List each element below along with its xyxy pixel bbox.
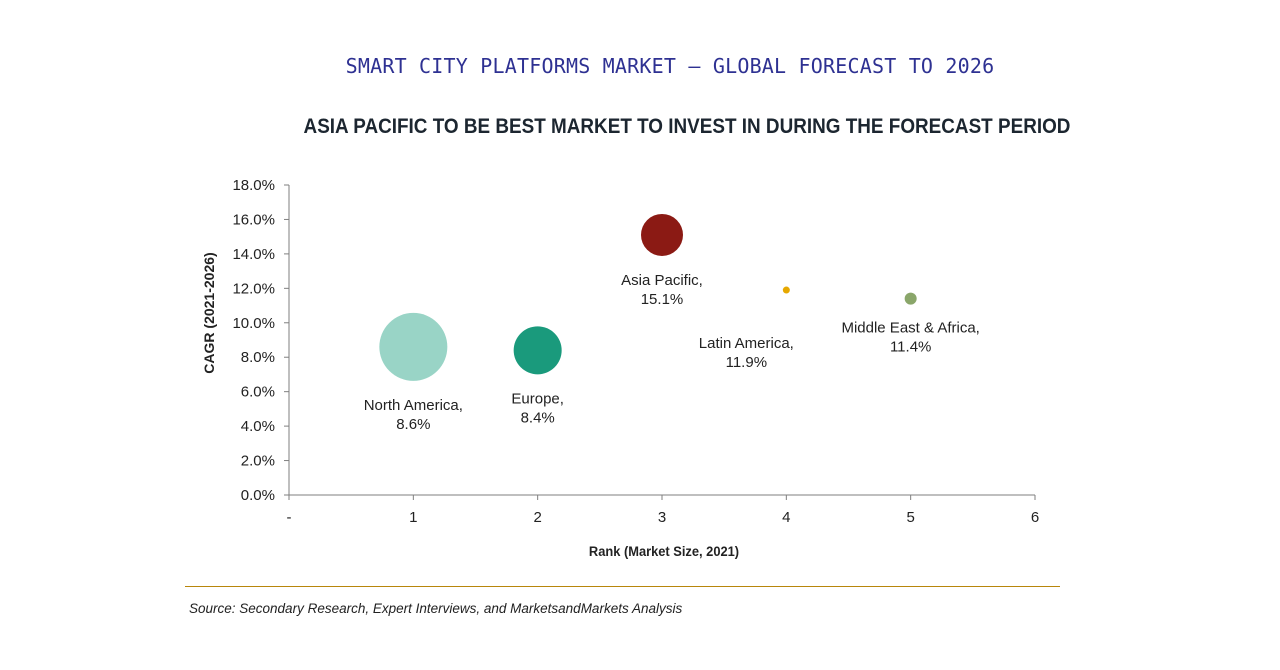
- y-tick-label: 0.0%: [241, 487, 275, 504]
- x-tick-label: 2: [533, 509, 541, 526]
- bubble-name-label: North America,: [364, 397, 463, 414]
- bubble-name-label: Latin America,: [699, 335, 794, 352]
- bubble-value-label: 15.1%: [641, 291, 684, 308]
- bubble-latin-america: [782, 286, 790, 294]
- y-tick-label: 10.0%: [232, 315, 275, 332]
- x-axis-title: Rank (Market Size, 2021): [589, 544, 739, 560]
- chart-title: SMART CITY PLATFORMS MARKET – GLOBAL FOR…: [345, 54, 995, 78]
- bubble-asia-pacific: [641, 213, 683, 256]
- x-tick-label: 1: [409, 509, 417, 526]
- x-tick-label: -: [287, 509, 292, 526]
- bubble-value-label: 8.4%: [521, 409, 555, 426]
- x-tick-label: 3: [658, 509, 666, 526]
- y-tick-label: 4.0%: [241, 418, 275, 435]
- y-axis-title: CAGR (2021-2026): [201, 252, 217, 373]
- bubble-name-label: Europe,: [511, 390, 564, 407]
- y-tick-label: 12.0%: [232, 280, 275, 297]
- x-tick-label: 4: [782, 509, 790, 526]
- bubble-name-label: Middle East & Africa,: [841, 320, 979, 337]
- bubble-value-label: 11.9%: [726, 354, 767, 371]
- bubble-value-label: 8.6%: [396, 416, 430, 433]
- y-tick-label: 18.0%: [232, 177, 275, 194]
- y-tick-label: 14.0%: [232, 246, 275, 263]
- x-tick-label: 6: [1031, 509, 1039, 526]
- y-tick-label: 8.0%: [241, 349, 275, 366]
- source-note: Source: Secondary Research, Expert Inter…: [189, 601, 683, 616]
- bubble-value-label: 11.4%: [890, 339, 931, 356]
- bubble-north-america: [379, 312, 448, 381]
- y-tick-label: 16.0%: [232, 211, 275, 228]
- bubble-middle-east-africa: [904, 292, 917, 305]
- bubble-europe: [513, 326, 562, 375]
- y-tick-label: 2.0%: [241, 453, 275, 470]
- footer-divider: [185, 586, 1060, 587]
- y-tick-label: 6.0%: [241, 384, 275, 401]
- chart-subtitle: ASIA PACIFIC TO BE BEST MARKET TO INVEST…: [303, 115, 1071, 138]
- x-tick-label: 5: [906, 509, 914, 526]
- bubble-name-label: Asia Pacific,: [621, 272, 703, 289]
